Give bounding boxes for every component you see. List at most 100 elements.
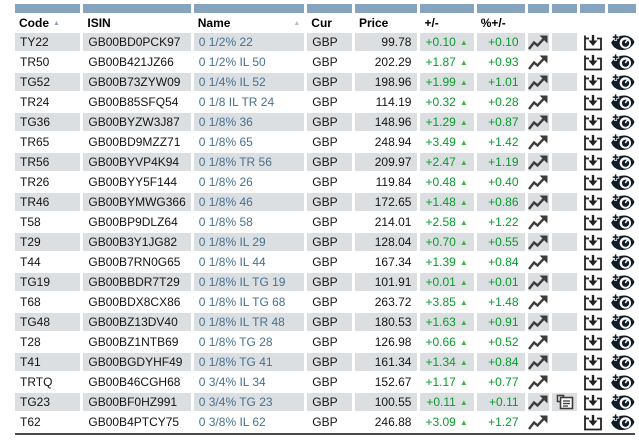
chart-button[interactable] <box>528 373 550 391</box>
chart-button[interactable] <box>528 33 550 51</box>
chart-button[interactable] <box>528 173 550 191</box>
price-cell: 167.34 <box>355 253 418 271</box>
chart-button[interactable] <box>528 73 550 91</box>
download-button[interactable] <box>580 53 605 71</box>
chart-button[interactable] <box>528 293 550 311</box>
pct-change-cell: +1.27 <box>477 413 525 431</box>
instrument-name-link[interactable]: 0 1/8% IL TG 68 <box>194 293 305 311</box>
instrument-name-link[interactable]: 0 1/8% 58 <box>194 213 305 231</box>
watchlist-button[interactable] <box>608 293 636 311</box>
instrument-name-link[interactable]: 0 1/2% IL 50 <box>194 53 305 71</box>
header-isin[interactable]: ISIN <box>83 15 190 31</box>
chart-button[interactable] <box>528 313 550 331</box>
download-button[interactable] <box>580 173 605 191</box>
table-row: TR26 GB00BYY5F144 0 1/8% 26 GBP 119.84 +… <box>15 173 636 191</box>
instrument-name-link[interactable]: 0 1/4% IL 52 <box>194 73 305 91</box>
download-button[interactable] <box>580 213 605 231</box>
watchlist-button[interactable] <box>608 153 636 171</box>
download-button[interactable] <box>580 93 605 111</box>
instrument-name-link[interactable]: 0 1/8% 65 <box>194 133 305 151</box>
watchlist-button[interactable] <box>608 273 636 291</box>
header-change[interactable]: +/- <box>420 15 473 31</box>
download-button[interactable] <box>580 153 605 171</box>
change-value: +0.10 <box>425 35 455 49</box>
instrument-name-link[interactable]: 0 3/4% IL 34 <box>194 373 305 391</box>
download-button[interactable] <box>580 373 605 391</box>
chart-button[interactable] <box>528 193 550 211</box>
download-button[interactable] <box>580 253 605 271</box>
instrument-name-link[interactable]: 0 1/2% 22 <box>194 33 305 51</box>
currency-cell: GBP <box>307 213 352 231</box>
eye-plus-icon <box>610 213 635 231</box>
instrument-name-link[interactable]: 0 1/8% IL 44 <box>194 253 305 271</box>
header-code[interactable]: Code▲ <box>15 15 80 31</box>
chart-button[interactable] <box>528 133 550 151</box>
download-tray-icon <box>583 354 603 371</box>
download-button[interactable] <box>580 393 605 411</box>
watchlist-button[interactable] <box>608 253 636 271</box>
download-button[interactable] <box>580 113 605 131</box>
download-button[interactable] <box>580 33 605 51</box>
watchlist-button[interactable] <box>608 93 636 111</box>
watchlist-button[interactable] <box>608 213 636 231</box>
instrument-name-link[interactable]: 0 1/8% IL TR 48 <box>194 313 305 331</box>
download-button[interactable] <box>580 333 605 351</box>
header-price[interactable]: Price <box>355 15 418 31</box>
chart-button[interactable] <box>528 213 550 231</box>
instrument-name-link[interactable]: 0 3/8% IL 62 <box>194 413 305 431</box>
download-button[interactable] <box>580 193 605 211</box>
doc-cell <box>552 233 577 251</box>
instrument-name-link[interactable]: 0 3/4% TG 23 <box>194 393 305 411</box>
chart-button[interactable] <box>528 273 550 291</box>
instrument-name-link[interactable]: 0 1/8% TR 56 <box>194 153 305 171</box>
instrument-name-link[interactable]: 0 1/8% TG 41 <box>194 353 305 371</box>
instrument-name-link[interactable]: 0 1/8% 46 <box>194 193 305 211</box>
instrument-name-link[interactable]: 0 1/8% IL 29 <box>194 233 305 251</box>
instrument-name-link[interactable]: 0 1/8% 26 <box>194 173 305 191</box>
chart-button[interactable] <box>528 153 550 171</box>
header-name[interactable]: ▲Name <box>194 15 305 31</box>
download-button[interactable] <box>580 73 605 91</box>
download-button[interactable] <box>580 133 605 151</box>
watchlist-button[interactable] <box>608 73 636 91</box>
download-button[interactable] <box>580 233 605 251</box>
instrument-name-link[interactable]: 0 1/8% TG 28 <box>194 333 305 351</box>
watchlist-button[interactable] <box>608 393 636 411</box>
chart-button[interactable] <box>528 253 550 271</box>
chart-button[interactable] <box>528 333 550 351</box>
instrument-name-link[interactable]: 0 1/8% IL TG 19 <box>194 273 305 291</box>
download-button[interactable] <box>580 313 605 331</box>
chart-button[interactable] <box>528 113 550 131</box>
trend-arrow-icon <box>528 295 548 310</box>
header-cur[interactable]: Cur <box>307 15 352 31</box>
up-triangle-icon: ▲ <box>460 78 468 87</box>
download-button[interactable] <box>580 273 605 291</box>
watchlist-button[interactable] <box>608 133 636 151</box>
watchlist-button[interactable] <box>608 233 636 251</box>
chart-button[interactable] <box>528 353 550 371</box>
download-button[interactable] <box>580 353 605 371</box>
chart-button[interactable] <box>528 233 550 251</box>
watchlist-button[interactable] <box>608 113 636 131</box>
download-button[interactable] <box>580 413 605 431</box>
watchlist-button[interactable] <box>608 33 636 51</box>
watchlist-button[interactable] <box>608 373 636 391</box>
chart-button[interactable] <box>528 413 550 431</box>
instrument-name-link[interactable]: 0 1/8% 36 <box>194 113 305 131</box>
watchlist-button[interactable] <box>608 413 636 431</box>
watchlist-button[interactable] <box>608 173 636 191</box>
watchlist-button[interactable] <box>608 353 636 371</box>
chart-button[interactable] <box>528 393 550 411</box>
watchlist-button[interactable] <box>608 333 636 351</box>
document-icon[interactable] <box>552 394 577 410</box>
change-value: +1.39 <box>425 255 455 269</box>
chart-button[interactable] <box>528 53 550 71</box>
price-cell: 148.96 <box>355 113 418 131</box>
chart-button[interactable] <box>528 93 550 111</box>
download-button[interactable] <box>580 293 605 311</box>
header-pct-change[interactable]: %+/- <box>477 15 525 31</box>
watchlist-button[interactable] <box>608 53 636 71</box>
instrument-name-link[interactable]: 0 1/8 IL TR 24 <box>194 93 305 111</box>
watchlist-button[interactable] <box>608 313 636 331</box>
watchlist-button[interactable] <box>608 193 636 211</box>
